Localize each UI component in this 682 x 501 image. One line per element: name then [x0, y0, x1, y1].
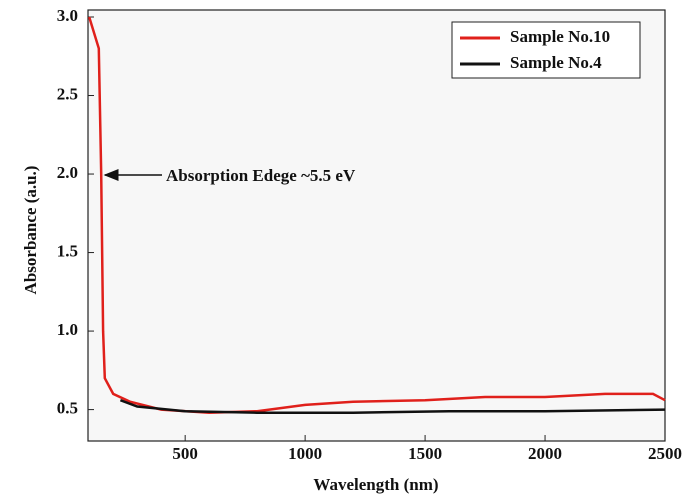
- y-tick-label: 1.5: [57, 241, 78, 260]
- y-tick-label: 0.5: [57, 398, 78, 417]
- x-axis-title: Wavelength (nm): [313, 475, 438, 494]
- x-tick-label: 500: [172, 444, 198, 463]
- y-tick-label: 2.0: [57, 163, 78, 182]
- plot-frame: [87, 9, 666, 442]
- y-tick-label: 3.0: [57, 6, 78, 25]
- y-tick-label: 2.5: [57, 84, 78, 103]
- legend: [451, 21, 641, 79]
- legend-label: Sample No.4: [510, 53, 602, 72]
- x-tick-label: 2000: [528, 444, 562, 463]
- y-tick-label: 1.0: [57, 320, 78, 339]
- legend-label: Sample No.10: [510, 27, 610, 46]
- series-line: [119, 399, 666, 414]
- y-axis-title: Absorbance (a.u.): [21, 166, 40, 295]
- x-tick-label: 1500: [408, 444, 442, 463]
- x-tick-label: 2500: [648, 444, 682, 463]
- x-tick-label: 1000: [288, 444, 322, 463]
- annotation: Absorption Edege ~5.5 eV: [166, 166, 356, 185]
